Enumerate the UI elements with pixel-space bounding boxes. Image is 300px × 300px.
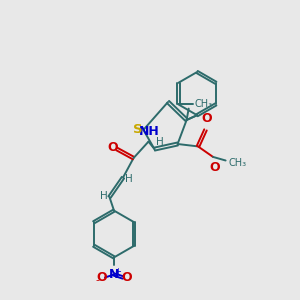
Text: O: O [96,271,107,284]
Text: H: H [156,136,164,147]
Text: CH₃: CH₃ [194,99,212,110]
Text: CH₃: CH₃ [229,158,247,168]
Text: S: S [133,123,143,136]
Text: N: N [109,268,119,281]
Text: +: + [115,267,121,276]
Text: NH: NH [139,125,160,138]
Text: O: O [121,271,132,284]
Text: O: O [107,141,118,154]
Text: H: H [124,174,132,184]
Text: -: - [95,275,100,286]
Text: O: O [201,112,212,125]
Text: H: H [100,190,108,201]
Text: O: O [209,160,220,173]
